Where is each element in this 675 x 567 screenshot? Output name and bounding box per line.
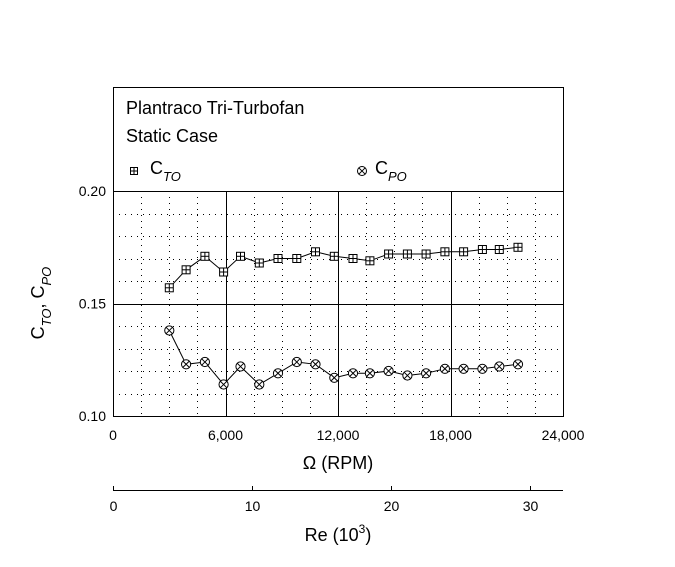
x-tick-label: 0 [109, 427, 117, 443]
x-tick-label: 6,000 [208, 427, 243, 443]
x-tick-label: 24,000 [542, 427, 585, 443]
data-point-cpo [347, 368, 359, 379]
x-tick-label: 18,000 [429, 427, 472, 443]
data-point-cpo [164, 325, 175, 336]
data-point-cto [329, 251, 339, 261]
data-point-cto [365, 256, 375, 266]
y-axis-ticks: 0.10 0.15 0.20 [79, 183, 106, 424]
grid [113, 191, 563, 416]
data-point-cpo [458, 363, 469, 374]
x-axis-ticks: 0 6,000 12,000 18,000 24,000 [109, 427, 585, 443]
data-point-cpo [272, 368, 284, 379]
data-point-cto [236, 251, 245, 261]
secondary-axis: 0 10 20 30 [110, 486, 563, 514]
data-point-cpo [254, 379, 265, 390]
data-point-cpo [329, 372, 340, 383]
data-point-cto [164, 283, 174, 293]
y-tick-label: 0.20 [79, 183, 106, 199]
data-point-cto [200, 251, 210, 261]
series-cto [164, 242, 523, 293]
data-point-cto [513, 242, 523, 252]
data-point-cpo [421, 368, 432, 379]
data-point-cpo [310, 359, 321, 370]
legend: CTO CPO [130, 158, 407, 184]
data-point-cto [254, 258, 264, 268]
data-point-cpo [218, 379, 229, 390]
data-point-cpo [477, 363, 488, 374]
chart-title: Plantraco Tri-Turbofan [126, 98, 304, 118]
secondary-tick-label: 0 [110, 498, 118, 514]
data-point-cto [311, 247, 320, 257]
legend-label-cto: CTO [150, 158, 181, 184]
data-point-cpo [383, 365, 394, 377]
data-point-cpo [364, 368, 375, 379]
data-point-cpo [402, 370, 413, 381]
data-point-cto [219, 267, 229, 277]
legend-marker-cpo [357, 166, 367, 176]
plot-border [113, 87, 564, 417]
data-point-cpo [494, 361, 505, 372]
y-tick-label: 0.15 [79, 296, 106, 312]
data-point-cto [421, 249, 431, 259]
series-cpo [164, 325, 524, 390]
data-point-cto [292, 254, 302, 263]
data-point-cto [440, 247, 450, 257]
data-point-cpo [291, 356, 302, 368]
data-point-cto [348, 254, 358, 263]
data-point-cpo [199, 356, 210, 368]
data-point-cto [181, 265, 191, 275]
data-point-cto [273, 254, 283, 263]
y-axis-label: CTO, CPO [28, 267, 54, 340]
data-point-cto [402, 249, 412, 259]
data-point-cpo [181, 359, 192, 370]
data-point-cpo [512, 359, 524, 370]
chart-subtitle: Static Case [126, 126, 218, 146]
data-point-cto [459, 247, 469, 257]
legend-label-cpo: CPO [375, 158, 407, 184]
secondary-tick-label: 30 [523, 498, 539, 514]
data-point-cto [494, 245, 504, 254]
x-tick-label: 12,000 [317, 427, 360, 443]
secondary-tick-label: 20 [384, 498, 400, 514]
data-point-cto [384, 249, 394, 259]
series-layer [164, 242, 524, 390]
secondary-axis-label: Re (103) [305, 522, 372, 545]
y-tick-label: 0.10 [79, 408, 106, 424]
secondary-tick-label: 10 [245, 498, 261, 514]
series-line-cpo [168, 330, 519, 386]
data-point-cpo [439, 363, 450, 374]
plot-frame [113, 87, 564, 417]
legend-marker-cto [130, 167, 138, 175]
x-axis-label: Ω (RPM) [303, 453, 373, 473]
data-point-cto [477, 245, 487, 254]
data-point-cpo [235, 361, 246, 372]
